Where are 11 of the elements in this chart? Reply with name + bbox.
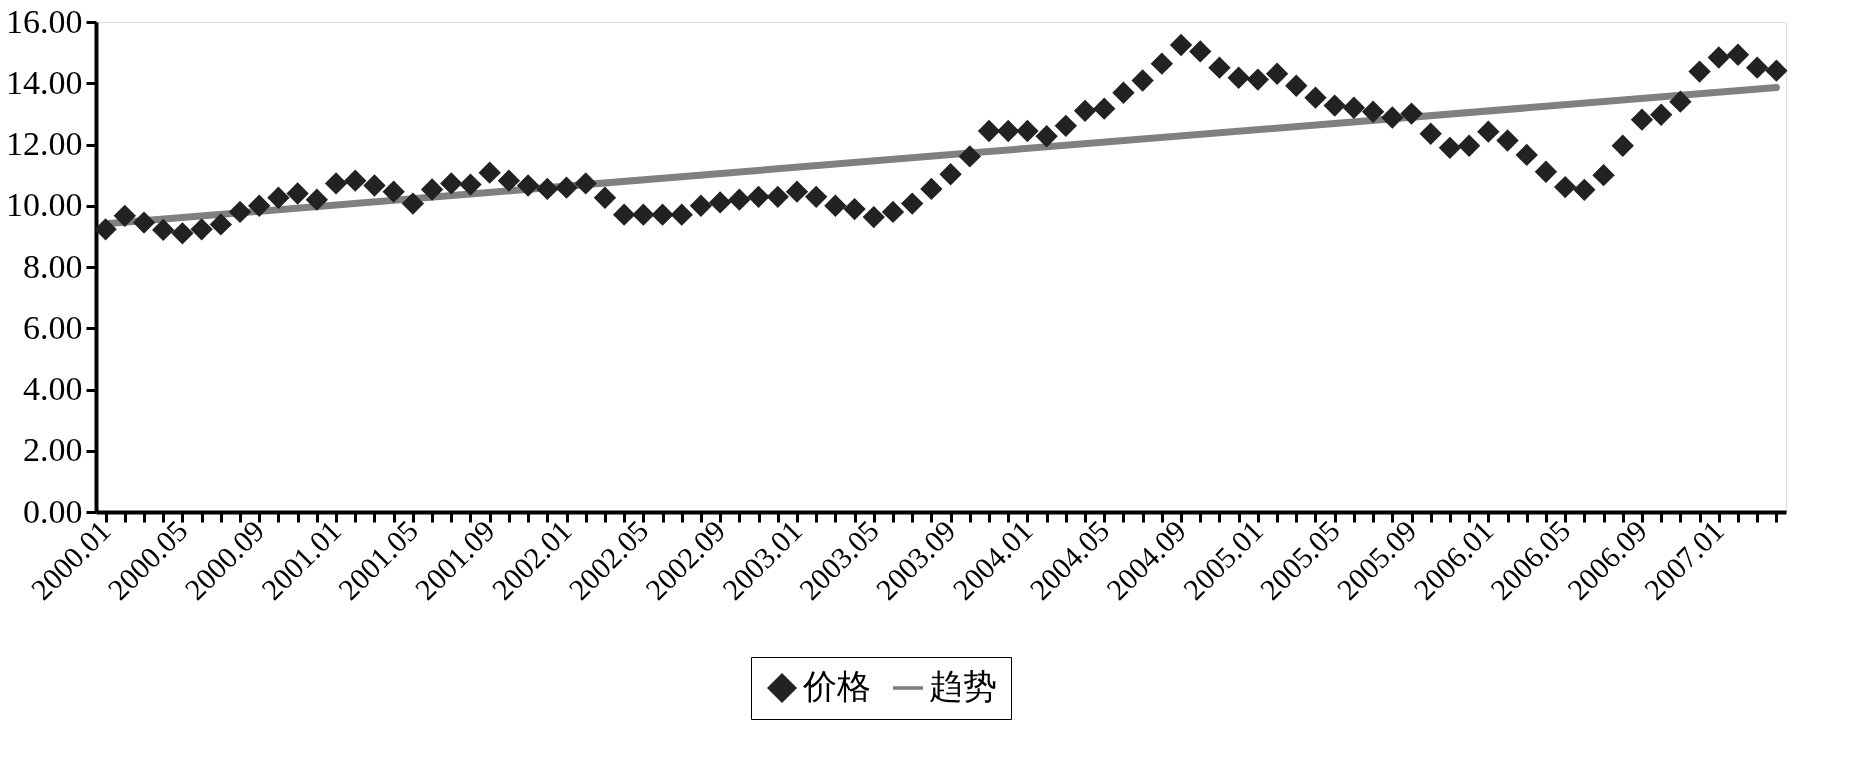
y-tick-label: 2.00 [23,431,83,469]
y-tick-label: 6.00 [23,308,83,346]
y-tick-label: 14.00 [6,63,83,101]
y-tick-label: 0.00 [23,492,83,530]
legend-label: 趋势 [929,668,997,705]
y-tick-label: 4.00 [23,370,83,407]
y-tick-label: 10.00 [6,186,83,224]
y-tick-label: 12.00 [6,125,83,162]
legend-label: 价格 [802,668,871,705]
y-tick-label: 8.00 [23,247,83,285]
y-tick-label: 16.00 [6,2,83,40]
